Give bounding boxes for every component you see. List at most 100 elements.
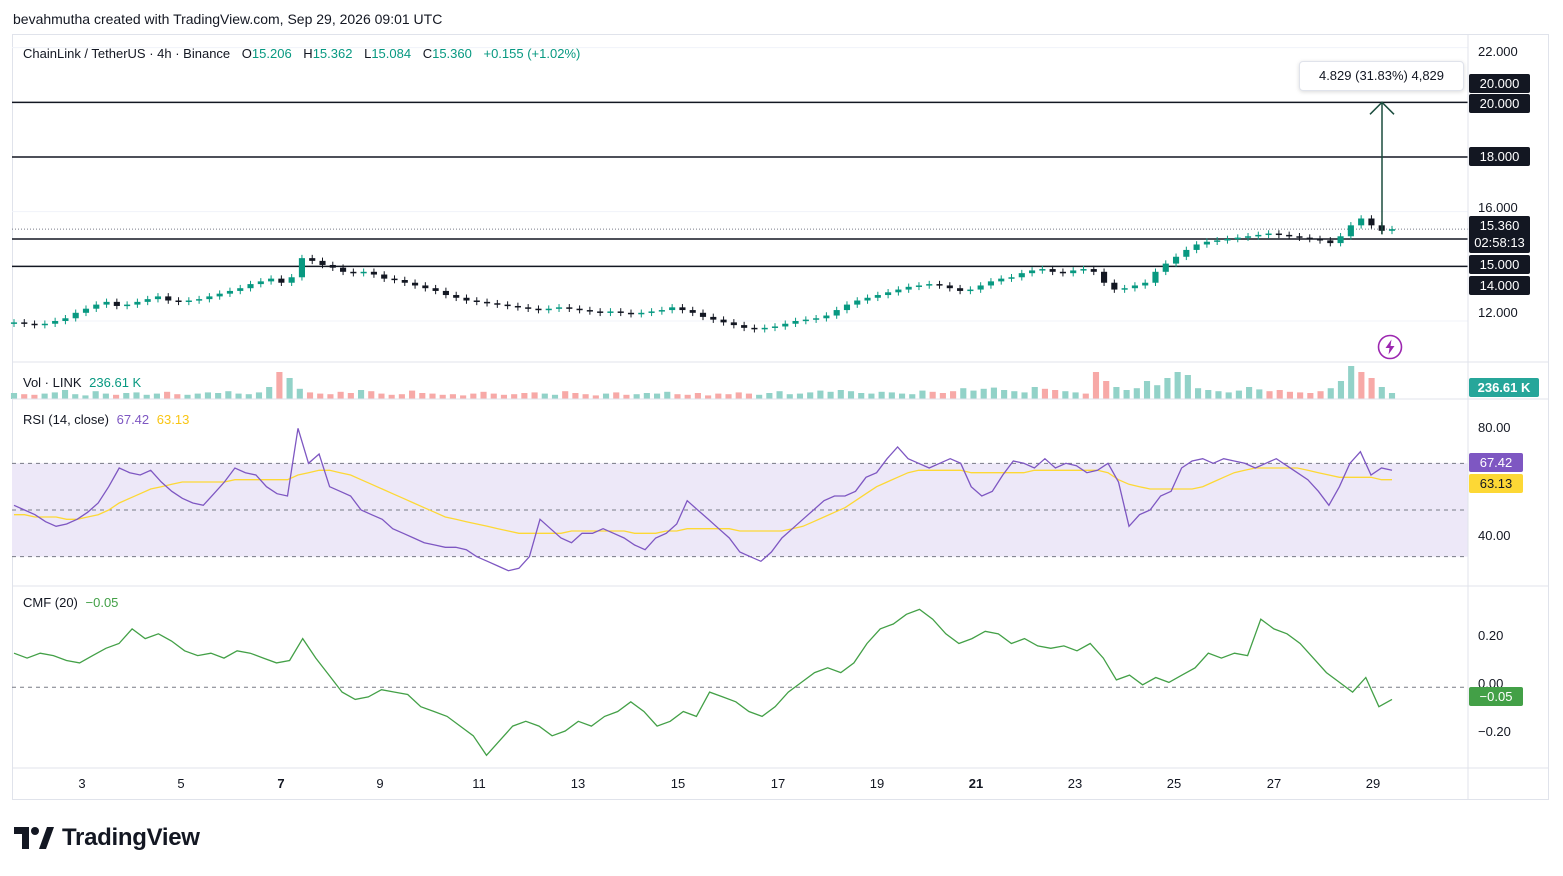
cmf-title[interactable]: CMF (20) (23, 595, 78, 610)
candle-body (370, 271, 377, 275)
candle-body (885, 292, 892, 296)
candle-body (1152, 271, 1159, 283)
volume-bar (21, 394, 28, 399)
candle-body (278, 278, 285, 283)
candle-body (72, 312, 79, 319)
candle-body (1296, 236, 1303, 238)
volume-bar (694, 393, 701, 399)
candle-body (730, 322, 737, 326)
last-price-tag[interactable]: 15.360 02:58:13 (1469, 216, 1530, 253)
level-tag-20[interactable]: 20.000 (1469, 94, 1530, 113)
volume-bar (582, 394, 589, 399)
candle-body (555, 307, 563, 309)
candle-body (257, 281, 264, 285)
volume-bar (1143, 381, 1151, 399)
volume-bar (449, 394, 456, 399)
candle-body (741, 325, 748, 328)
volume-bar (756, 394, 763, 399)
candle-body (1358, 218, 1365, 226)
candle-body (1183, 249, 1190, 257)
candle-body (1008, 277, 1015, 279)
tradingview-logo[interactable]: TradingView (14, 824, 200, 852)
candle-body (1337, 236, 1344, 244)
volume-bar (174, 394, 181, 399)
low-label: L (364, 46, 372, 61)
volume-bar (1174, 372, 1181, 399)
volume-bar (1092, 372, 1100, 399)
volume-bar (970, 390, 977, 399)
candle-body (1039, 269, 1046, 271)
logo-text: TradingView (62, 824, 200, 851)
candle-body (1121, 288, 1128, 290)
candle-body (617, 311, 624, 313)
volume-bar (347, 393, 354, 399)
candle-body (689, 310, 696, 313)
volume-bar (368, 391, 375, 399)
price-tick-12: 12.000 (1478, 305, 1518, 320)
volume-bar (82, 395, 89, 399)
volume-bar (1052, 390, 1059, 399)
candle-body (237, 288, 244, 291)
candle-body (905, 286, 912, 290)
time-label: 3 (78, 776, 86, 791)
volume-title[interactable]: Vol · LINK (23, 375, 82, 390)
rsi-tick-40: 40.00 (1478, 528, 1511, 543)
candle-body (638, 312, 645, 315)
candle-body (669, 307, 676, 311)
time-label: 21 (968, 776, 984, 791)
volume-bar (551, 394, 559, 399)
time-label: 5 (177, 776, 185, 791)
candle-body (854, 300, 861, 305)
volume-bar (470, 393, 477, 399)
volume-bar (562, 391, 569, 399)
volume-bar (613, 392, 620, 399)
lightning-icon[interactable] (1377, 334, 1403, 360)
volume-bar (1113, 387, 1120, 399)
volume-bar (735, 392, 742, 399)
rsi-title[interactable]: RSI (14, close) (23, 412, 109, 427)
candle-body (1059, 271, 1066, 274)
time-label: 7 (277, 776, 285, 791)
volume-bar (306, 392, 314, 399)
rsi-legend: RSI (14, close) 67.42 63.13 (23, 412, 193, 427)
candle-body (525, 307, 532, 309)
volume-bar (674, 394, 681, 399)
time-label: 11 (472, 776, 486, 791)
candle-body (1111, 282, 1118, 290)
volume-bar (796, 393, 804, 399)
volume-bar (194, 393, 201, 399)
candle-body (483, 301, 491, 304)
volume-bar (266, 387, 273, 399)
volume-tag: 236.61 K (1469, 378, 1539, 397)
candle-body (62, 318, 69, 321)
volume-bar (1164, 378, 1171, 399)
candle-body (915, 285, 923, 287)
candle-body (268, 278, 275, 282)
level-tag-15[interactable]: 15.000 (1469, 255, 1530, 274)
candle-body (1388, 229, 1396, 231)
symbol-title[interactable]: ChainLink / TetherUS · 4h · Binance (23, 46, 231, 61)
volume-legend: Vol · LINK 236.61 K (23, 375, 145, 390)
volume-bar (1062, 391, 1069, 399)
measure-label[interactable]: 4.829 (31.83%) 4,829 (1299, 61, 1464, 91)
volume-bar (1388, 393, 1396, 399)
level-tag-18[interactable]: 18.000 (1469, 147, 1530, 166)
candle-body (1275, 233, 1282, 236)
volume-bar (521, 393, 528, 399)
rsi-ma-tag: 63.13 (1469, 474, 1523, 493)
candle-body (998, 278, 1005, 282)
candle-body (751, 327, 758, 330)
candle-body (679, 307, 686, 311)
candle-body (987, 281, 995, 286)
volume-bar (1082, 393, 1089, 399)
candle-body (411, 282, 419, 286)
volume-bar (235, 393, 242, 399)
candle-body (473, 300, 480, 302)
level-tag-14[interactable]: 14.000 (1469, 276, 1530, 295)
cmf-legend: CMF (20) −0.05 (23, 595, 122, 610)
volume-bar (939, 393, 946, 399)
volume-bar (858, 393, 865, 399)
candle-body (1049, 269, 1056, 272)
level-tag-20-upper[interactable]: 20.000 (1469, 74, 1530, 93)
